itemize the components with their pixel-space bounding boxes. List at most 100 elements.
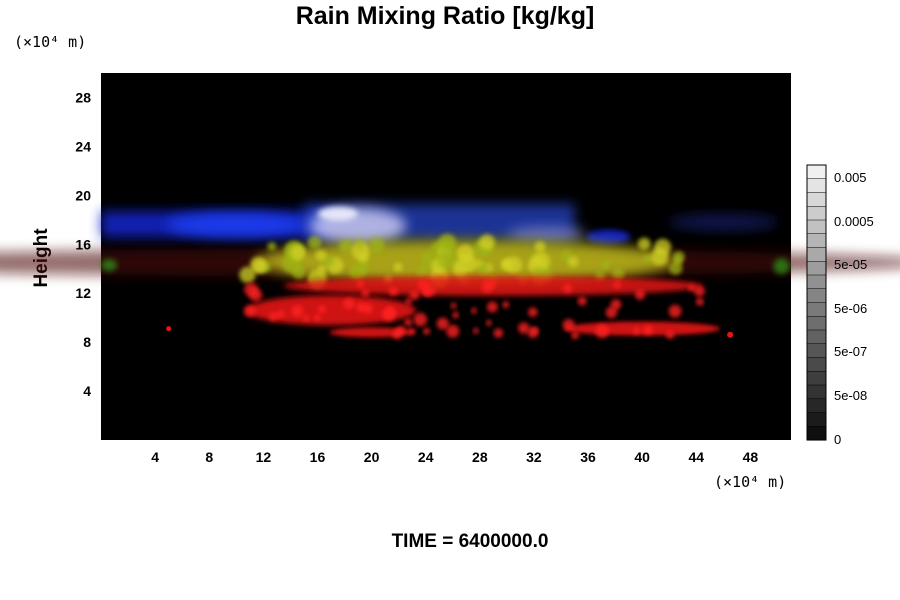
red-blob [688, 284, 696, 292]
colorbar-swatch [806, 164, 827, 180]
red-blob [562, 319, 575, 331]
red-blob [633, 327, 641, 335]
x-tick-label: 4 [151, 449, 159, 465]
yellow-blob [612, 267, 625, 281]
colorbar-label: 5e-08 [834, 388, 867, 403]
red-blob [314, 314, 321, 322]
red-blob [571, 331, 580, 340]
red-blob [610, 299, 622, 310]
colorbar-swatch [806, 412, 827, 427]
red-blob [362, 303, 374, 314]
x-tick-label: 32 [526, 449, 542, 465]
blue-patch-right [586, 229, 631, 244]
red-blob [446, 324, 460, 338]
yellow-blob [505, 256, 523, 274]
red-blob [452, 311, 459, 319]
red-blob [388, 286, 399, 296]
colorbar-swatch [806, 371, 827, 386]
red-blob [343, 298, 355, 310]
red-blob [436, 317, 449, 330]
red-blob [485, 319, 492, 326]
red-blob [470, 307, 477, 314]
colorbar-label: 0.005 [834, 170, 867, 185]
yellow-blob [267, 241, 277, 251]
y-tick-label: 16 [75, 236, 91, 252]
red-blob [450, 302, 457, 309]
colorbar-label: 5e-07 [834, 344, 867, 359]
red-band-lower-right [564, 321, 721, 336]
yellow-blob [357, 261, 370, 274]
yellow-blob [354, 239, 364, 248]
green-edge-left [101, 259, 118, 272]
y-axis-ticks: 4 8 12 16 20 24 28 [75, 89, 91, 399]
time-label: TIME = 6400000.0 [391, 531, 549, 552]
x-tick-label: 36 [580, 449, 596, 465]
red-blob [291, 305, 304, 318]
colorbar-swatch [806, 192, 827, 207]
yellow-blob [317, 264, 327, 274]
chart-title: Rain Mixing Ratio [kg/kg] [295, 2, 595, 30]
red-blob [381, 308, 396, 322]
yellow-blob [339, 239, 353, 254]
colorbar-label: 0 [834, 432, 841, 447]
colorbar-label: 5e-05 [834, 257, 867, 272]
red-blob [423, 327, 431, 335]
red-blob [268, 312, 278, 322]
colorbar-swatch [806, 329, 827, 345]
yellow-blob [292, 265, 306, 279]
red-blob [409, 290, 420, 301]
red-blob [422, 288, 430, 297]
red-blob [693, 285, 705, 297]
colorbar: 0.005 0.0005 5e-05 5e-06 5e-07 5e-08 0 [806, 164, 874, 447]
red-blob [486, 301, 498, 313]
red-blob [493, 328, 504, 338]
colorbar-swatch [806, 288, 827, 304]
red-blob [527, 307, 538, 318]
colorbar-swatch [806, 316, 827, 331]
y-tick-label: 12 [75, 285, 91, 301]
red-blob [527, 327, 539, 339]
yellow-blob [436, 249, 456, 269]
colorbar-swatch [806, 247, 827, 262]
yellow-blob [358, 253, 369, 263]
red-blob [668, 304, 682, 318]
colorbar-swatch [806, 426, 827, 441]
red-blob [276, 309, 285, 319]
yellow-blob [253, 259, 267, 274]
red-blob [413, 312, 428, 327]
colorbar-swatch [806, 178, 827, 194]
yellow-blob [369, 237, 385, 254]
yellow-blob [477, 263, 490, 277]
yellow-blob [437, 233, 457, 253]
yellow-blob [315, 249, 327, 261]
yellow-blob [643, 254, 653, 264]
red-blob [634, 289, 646, 300]
yellow-blob [307, 235, 322, 250]
red-blob [408, 327, 416, 336]
yellow-blob [669, 261, 683, 275]
colorbar-frame [806, 164, 827, 441]
red-blob [665, 330, 675, 340]
colorbar-swatch [806, 233, 827, 249]
red-blob [613, 280, 622, 289]
red-blob [502, 301, 510, 309]
yellow-blob [672, 251, 685, 264]
x-tick-label: 28 [472, 449, 488, 465]
red-blob [562, 283, 573, 293]
x-tick-label: 48 [743, 449, 759, 465]
red-speck [727, 331, 734, 338]
x-axis-unit-label: (×10⁴ m) [714, 473, 787, 491]
yellow-blob [290, 245, 306, 261]
x-tick-label: 20 [364, 449, 380, 465]
colorbar-swatch [806, 343, 827, 359]
x-axis-ticks: 4 8 12 16 20 24 28 32 36 40 44 48 [151, 449, 758, 465]
yellow-blob [650, 247, 669, 266]
yellow-blob [393, 262, 403, 272]
yellow-blob [567, 256, 579, 268]
y-axis-unit-label: (×10⁴ m) [14, 33, 87, 51]
colorbar-swatch [806, 357, 827, 372]
y-tick-label: 8 [83, 334, 91, 350]
red-blob [302, 314, 310, 322]
y-tick-label: 24 [75, 138, 91, 154]
red-blob [243, 305, 256, 318]
